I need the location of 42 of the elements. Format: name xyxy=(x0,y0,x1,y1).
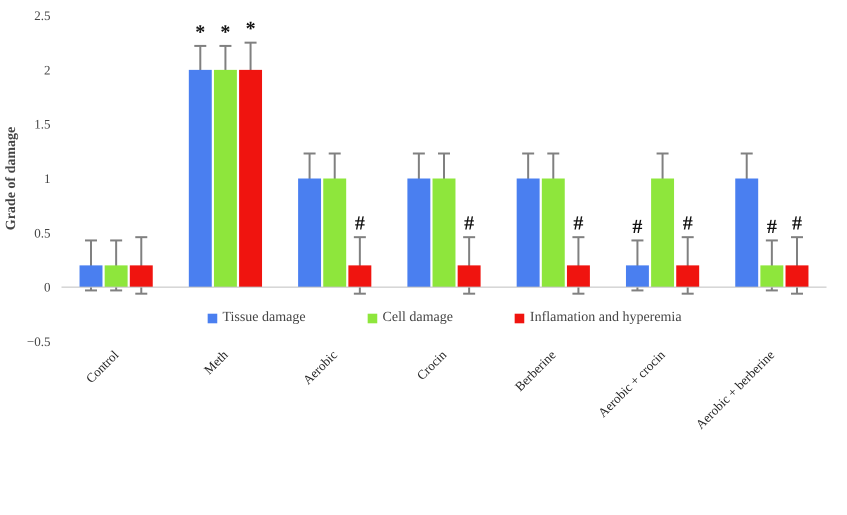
bar xyxy=(104,265,128,288)
data-label: # xyxy=(792,212,802,235)
bar xyxy=(458,265,481,288)
bar xyxy=(407,178,430,288)
data-label: # xyxy=(682,212,693,235)
bar xyxy=(348,265,372,288)
bar xyxy=(626,265,649,288)
bar xyxy=(651,178,674,288)
y-tick-label: 0.5 xyxy=(34,225,50,240)
bar xyxy=(786,265,808,288)
data-label: * xyxy=(220,21,230,44)
y-tick-label: 2.5 xyxy=(34,8,50,23)
data-label: # xyxy=(573,212,584,235)
y-axis-title: Grade of damage xyxy=(4,126,19,230)
legend-label: Tissue damage xyxy=(222,310,306,326)
data-label: * xyxy=(246,18,256,40)
bar xyxy=(298,178,322,288)
data-label: # xyxy=(632,216,642,238)
data-label: # xyxy=(354,212,365,235)
data-label: # xyxy=(464,212,474,235)
bar xyxy=(566,265,590,288)
y-tick-label: 0 xyxy=(44,280,50,295)
bar xyxy=(735,178,758,288)
bar xyxy=(542,178,565,288)
y-tick-label: 1 xyxy=(44,171,50,186)
legend-label: Cell damage xyxy=(382,310,453,326)
bar xyxy=(676,265,700,288)
bar xyxy=(188,70,212,288)
legend-label: Inflamation and hyperemia xyxy=(530,310,682,326)
data-label: * xyxy=(195,21,206,44)
bar xyxy=(760,265,784,288)
y-tick-label: 2 xyxy=(44,62,50,78)
data-label: # xyxy=(766,216,777,238)
y-tick-label: −0.5 xyxy=(26,334,51,349)
bar xyxy=(80,265,102,288)
bar xyxy=(239,70,262,288)
y-tick-label: 1.5 xyxy=(34,116,50,132)
bar xyxy=(130,265,153,288)
bar xyxy=(323,178,346,288)
bar xyxy=(214,70,237,288)
bar xyxy=(432,178,456,288)
bar xyxy=(516,178,540,288)
